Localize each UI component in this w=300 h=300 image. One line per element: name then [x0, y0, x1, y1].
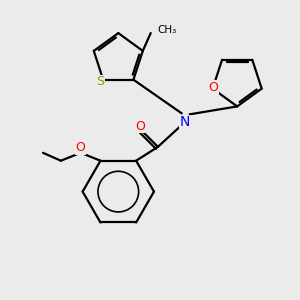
Text: S: S: [96, 75, 104, 88]
Text: O: O: [76, 141, 85, 154]
Text: CH₃: CH₃: [158, 25, 177, 35]
Text: N: N: [179, 115, 190, 129]
Text: O: O: [209, 81, 219, 94]
Text: O: O: [135, 119, 145, 133]
